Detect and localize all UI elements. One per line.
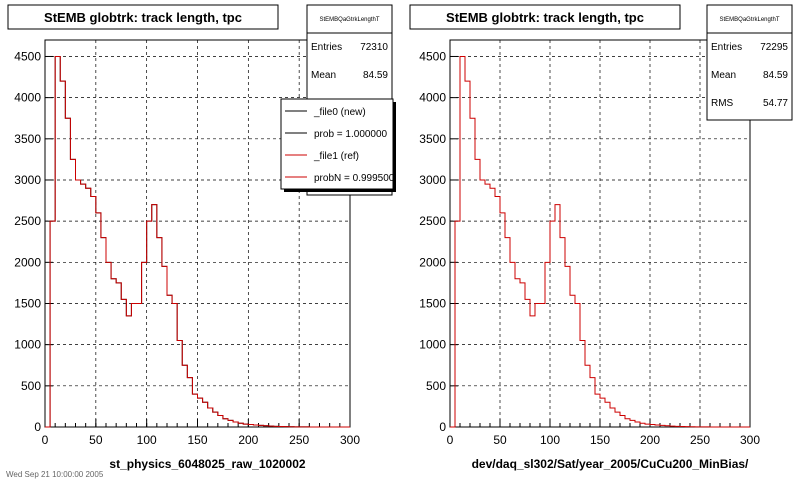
y-tick-label: 4000 (14, 91, 41, 105)
stats-label: Mean (311, 70, 336, 81)
legend-box: _file0 (new) prob = 1.000000 _file1 (ref) p… (280, 98, 396, 192)
x-tick-label: 100 (540, 433, 560, 447)
y-tick-label: 500 (426, 379, 446, 393)
y-tick-label: 1500 (419, 296, 446, 310)
stats-name: StEMBQaGtrkLengthT (719, 17, 779, 23)
stats-value: 72295 (760, 42, 788, 53)
stats-box: StEMBQaGtrkLengthT Entries 72295 Mean 84.59 R… (706, 4, 793, 121)
x-tick-label: 50 (493, 433, 507, 447)
x-tick-label: 100 (137, 433, 157, 447)
y-tick-label: 1000 (14, 338, 41, 352)
y-tick-label: 3000 (419, 173, 446, 187)
legend-label: prob = 1.000000 (314, 129, 388, 140)
legend-label: _file0 (new) (313, 107, 366, 118)
x-tick-label: 250 (690, 433, 710, 447)
legend-frame (280, 98, 394, 190)
y-tick-label: 3500 (419, 132, 446, 146)
x-axis-label: st_physics_6048025_raw_1020002 (109, 457, 305, 471)
y-tick-label: 3000 (14, 173, 41, 187)
footer-timestamp: Wed Sep 21 10:00:00 2005 (6, 470, 104, 479)
chart-title: StEMB globtrk: track length, tpc (44, 10, 242, 25)
title-box (409, 4, 681, 30)
x-tick-label: 300 (740, 433, 760, 447)
x-tick-label: 150 (590, 433, 610, 447)
y-tick-label: 2500 (14, 214, 41, 228)
stats-value: 84.59 (763, 70, 788, 81)
y-tick-label: 2000 (419, 255, 446, 269)
stats-frame (706, 4, 793, 121)
x-tick-label: 0 (42, 433, 49, 447)
y-tick-label: 0 (34, 420, 41, 434)
y-tick-label: 0 (439, 420, 446, 434)
y-tick-label: 4000 (419, 91, 446, 105)
stats-value: 84.59 (363, 70, 388, 81)
y-tick-label: 4500 (419, 49, 446, 63)
x-tick-label: 250 (289, 433, 309, 447)
stats-label: Entries (311, 42, 342, 53)
y-tick-label: 500 (21, 379, 41, 393)
y-tick-label: 2500 (419, 214, 446, 228)
histogram-series-2 (45, 55, 350, 428)
x-tick-label: 300 (340, 433, 360, 447)
legend-label: probN = 0.999500 (314, 173, 395, 184)
title-box (7, 4, 279, 30)
histogram-panel-1: 0 50 100 150 200 250 3000500100015002000250030… (7, 4, 396, 471)
x-axis-label: dev/daq_sl302/Sat/year_2005/CuCu200_MinB… (472, 457, 749, 471)
x-tick-label: 200 (238, 433, 258, 447)
legend-entries: _file0 (new) prob = 1.000000 _file1 (ref) p… (285, 107, 395, 184)
x-tick-label: 0 (447, 433, 454, 447)
y-tick-label: 1500 (14, 296, 41, 310)
stats-value: 54.77 (763, 98, 788, 109)
x-tick-label: 150 (187, 433, 207, 447)
y-tick-label: 4500 (14, 49, 41, 63)
y-tick-label: 3500 (14, 132, 41, 146)
stats-label: RMS (711, 98, 734, 109)
stats-value: 72310 (360, 42, 388, 53)
histogram-panel-2: 0 50 100 150 200 250 3000500100015002000250030… (409, 4, 793, 471)
chart-title: StEMB globtrk: track length, tpc (446, 10, 644, 25)
legend-label: _file1 (ref) (313, 151, 359, 162)
stats-label: Mean (711, 70, 736, 81)
x-tick-label: 200 (640, 433, 660, 447)
stats-name: StEMBQaGtrkLengthT (319, 17, 379, 23)
x-tick-label: 50 (89, 433, 103, 447)
y-tick-label: 1000 (419, 338, 446, 352)
histogram-series-1 (450, 55, 750, 428)
stats-label: Entries (711, 42, 742, 53)
y-tick-label: 2000 (14, 255, 41, 269)
